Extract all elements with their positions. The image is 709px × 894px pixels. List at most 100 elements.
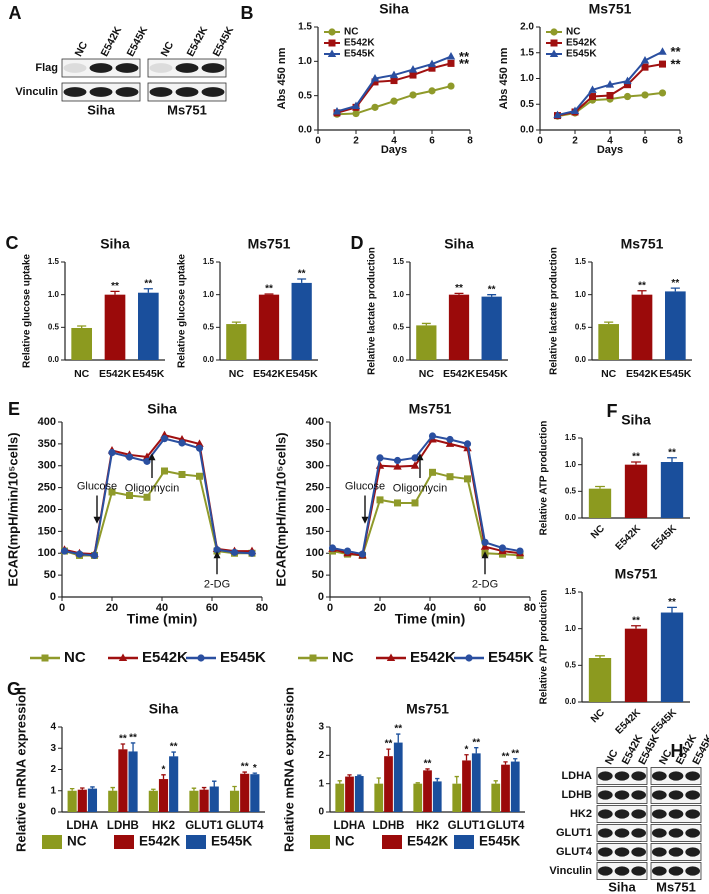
y-tick-label: 0.0 <box>298 125 312 136</box>
y-tick-label: 1.0 <box>565 460 577 469</box>
panel-letter: C <box>6 233 19 253</box>
error-bar <box>201 786 207 790</box>
bar <box>624 628 648 702</box>
point <box>196 472 203 480</box>
y-tick-label: 0.5 <box>565 660 577 669</box>
point <box>411 499 419 507</box>
point <box>641 91 649 99</box>
blot-row-label: LDHB <box>561 789 592 801</box>
blot-band <box>685 790 701 800</box>
x-tick-label: E545K <box>132 368 165 380</box>
point <box>248 549 256 557</box>
chart-title: Siha <box>100 236 130 252</box>
y-tick-label: 1.5 <box>565 587 577 596</box>
legend-swatch <box>310 835 330 849</box>
chart-title: Siha <box>621 412 651 428</box>
blot-band <box>63 87 87 97</box>
error-bar <box>110 290 120 295</box>
y-axis-label: Abs 450 nm <box>276 47 288 109</box>
error-bar <box>69 787 75 791</box>
error-bar <box>357 774 362 777</box>
point <box>371 78 379 86</box>
point <box>328 544 337 552</box>
point <box>427 59 437 68</box>
significance: ** <box>511 748 519 759</box>
point <box>516 547 524 555</box>
error-bar <box>670 287 680 292</box>
legend-marker <box>328 39 336 47</box>
y-tick-label: 200 <box>306 503 324 515</box>
y-axis-label: Relative mRNA expression <box>13 687 28 852</box>
legend-marker <box>197 654 205 662</box>
y-tick-label: 250 <box>38 482 56 494</box>
blot-band <box>89 63 113 73</box>
x-tick-label: E542K <box>614 707 644 737</box>
bar <box>250 774 260 812</box>
significance: ** <box>502 751 510 762</box>
legend-label: E545K <box>488 649 534 666</box>
significance: ** <box>671 278 679 289</box>
y-tick-label: 1.5 <box>393 257 405 266</box>
blot-band <box>201 63 225 73</box>
blot-band <box>685 828 701 838</box>
bar <box>660 612 684 702</box>
x-tick-label: NC <box>589 707 607 725</box>
error-bar <box>464 754 469 761</box>
bar <box>598 324 619 360</box>
x-axis-label: Days <box>381 144 407 156</box>
point <box>60 547 69 555</box>
point <box>445 439 455 447</box>
bar <box>169 756 179 812</box>
annotation: 2-DG <box>204 579 230 591</box>
x-tick-label: LDHA <box>66 820 98 832</box>
significance: ** <box>424 759 432 770</box>
arrow-head <box>361 516 369 524</box>
error-bar <box>667 606 677 613</box>
y-tick-label: 1.0 <box>520 73 534 84</box>
significance: ** <box>394 724 402 735</box>
bar <box>462 760 471 812</box>
series-line <box>64 433 252 556</box>
point <box>447 82 455 90</box>
annotation: Glucose <box>345 481 385 493</box>
arrow-head <box>416 453 424 461</box>
point <box>481 538 489 546</box>
y-tick-label: 400 <box>306 416 324 428</box>
legend-label: E542K <box>139 834 181 849</box>
significance: ** <box>111 281 119 292</box>
blot-band <box>685 771 701 781</box>
y-tick-label: 0.5 <box>575 322 587 331</box>
y-tick-label: 0.5 <box>48 322 60 331</box>
blot-row-label: LDHA <box>561 770 592 782</box>
bar <box>335 783 345 812</box>
legend-label: E542K <box>410 649 456 666</box>
legend-label: E542K <box>142 649 188 666</box>
blot-row-label: Flag <box>35 62 58 74</box>
y-tick-label: 2.0 <box>520 22 534 33</box>
error-bar <box>252 772 258 775</box>
y-tick-label: 0.0 <box>520 125 534 136</box>
y-tick-label: 250 <box>306 482 324 494</box>
bar <box>491 783 501 812</box>
point <box>90 551 99 560</box>
point <box>624 81 631 89</box>
blot-row-label: HK2 <box>570 808 592 820</box>
error-bar <box>386 748 391 757</box>
blot-band <box>598 771 613 781</box>
point <box>623 76 632 85</box>
legend-label: E545K <box>566 49 597 60</box>
error-bar <box>493 780 498 784</box>
bar <box>624 464 648 518</box>
point <box>463 440 472 448</box>
point <box>376 496 384 504</box>
point <box>428 432 437 440</box>
bar <box>481 296 502 360</box>
blot-band <box>652 866 667 876</box>
point <box>606 91 614 99</box>
point <box>588 85 597 93</box>
annotation: 2-DG <box>472 579 498 591</box>
x-tick-label: 8 <box>677 136 683 147</box>
blot-band <box>614 809 630 819</box>
y-tick-label: 350 <box>306 438 324 450</box>
bar <box>229 790 240 812</box>
